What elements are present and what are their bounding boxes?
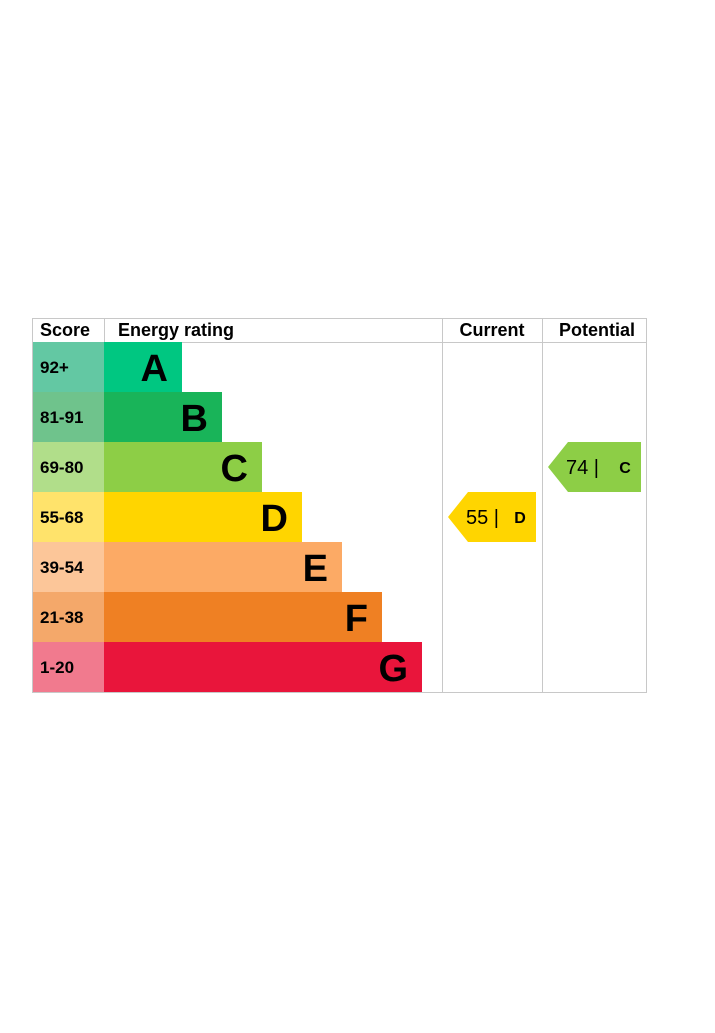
band-row-e: 39-54 E xyxy=(33,542,342,592)
band-bar xyxy=(104,342,182,392)
header-energy-rating: Energy rating xyxy=(118,320,234,340)
current-rating-letter: D xyxy=(514,510,526,527)
current-rating-arrow xyxy=(448,492,536,542)
band-letter: E xyxy=(303,548,328,590)
band-bar xyxy=(104,442,262,492)
score-label: 81-91 xyxy=(40,408,83,427)
band-letter: F xyxy=(345,598,368,640)
score-cell xyxy=(33,442,104,492)
potential-rating-letter: C xyxy=(619,460,631,477)
score-cell xyxy=(33,392,104,442)
header-score: Score xyxy=(40,320,90,340)
table-header: Score Energy rating Current Potential xyxy=(40,320,635,340)
band-bar xyxy=(104,642,422,692)
potential-rating-column: 74 | C xyxy=(548,442,641,492)
band-row-d: 55-68 D xyxy=(33,492,302,542)
potential-rating-arrow xyxy=(548,442,641,492)
band-row-f: 21-38 F xyxy=(33,592,382,642)
rating-bands: 92+ A 81-91 B 69-80 C 55-68 D 39-54 E 21-38 F 1-20 G xyxy=(33,342,422,692)
score-cell xyxy=(33,642,104,692)
score-label: 39-54 xyxy=(40,558,84,577)
band-letter: G xyxy=(378,648,408,690)
score-cell xyxy=(33,492,104,542)
score-label: 21-38 xyxy=(40,608,83,627)
score-cell xyxy=(33,342,104,392)
score-label: 92+ xyxy=(40,358,69,377)
band-row-a: 92+ A xyxy=(33,342,182,392)
score-cell xyxy=(33,542,104,592)
score-cell xyxy=(33,592,104,642)
potential-rating: 74 | C xyxy=(548,442,641,492)
score-label: 1-20 xyxy=(40,658,74,677)
table-border xyxy=(32,318,647,693)
current-rating: 55 | D xyxy=(448,492,536,542)
band-bar xyxy=(104,592,382,642)
current-rating-column: 55 | D xyxy=(448,492,536,542)
score-label: 69-80 xyxy=(40,458,83,477)
band-letter: C xyxy=(221,448,248,490)
band-letter: B xyxy=(181,398,208,440)
band-row-g: 1-20 G xyxy=(33,642,422,692)
band-letter: D xyxy=(261,498,288,540)
band-bar xyxy=(104,542,342,592)
band-row-c: 69-80 C xyxy=(33,442,262,492)
current-rating-value: 55 | xyxy=(466,507,499,529)
potential-rating-value: 74 | xyxy=(566,457,599,479)
header-potential: Potential xyxy=(559,320,635,340)
band-bar xyxy=(104,492,302,542)
score-label: 55-68 xyxy=(40,508,83,527)
header-current: Current xyxy=(459,320,524,340)
band-row-b: 81-91 B xyxy=(33,392,222,442)
band-bar xyxy=(104,392,222,442)
band-letter: A xyxy=(141,348,168,390)
